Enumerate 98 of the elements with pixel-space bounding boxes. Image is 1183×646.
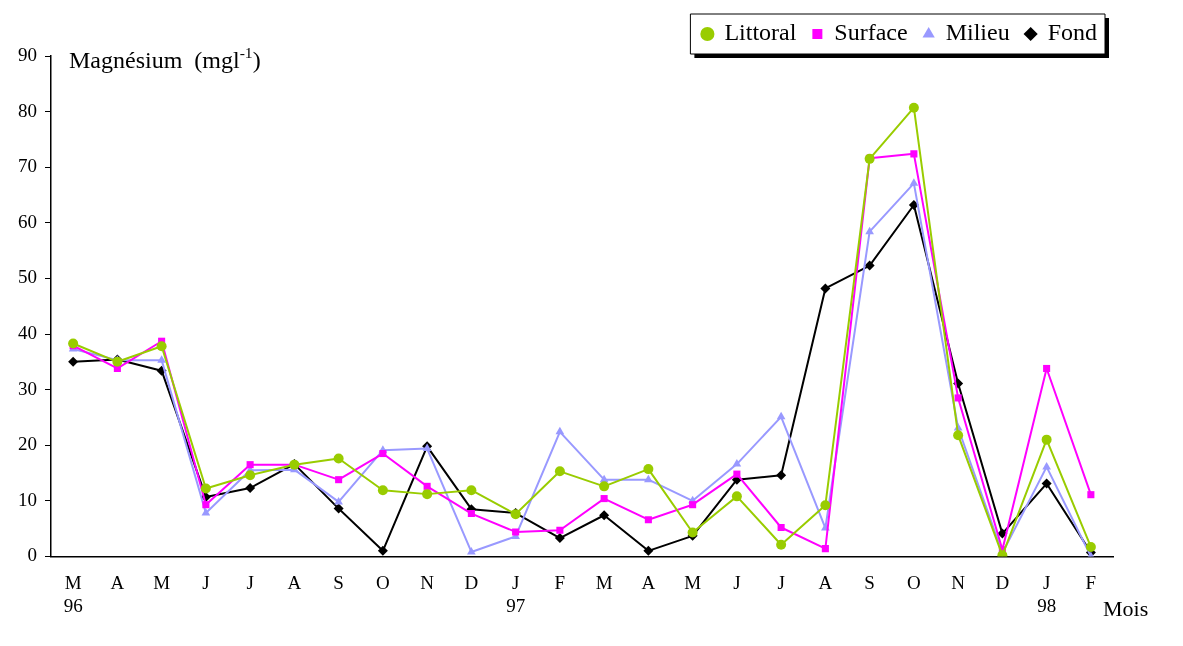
- point: [776, 470, 787, 481]
- x-tick-label: M 96: [63, 571, 83, 616]
- point: [820, 283, 831, 294]
- x-tick-label: S: [333, 571, 344, 593]
- x-tick-label: A: [110, 571, 125, 593]
- point: [776, 539, 787, 550]
- point: [599, 510, 610, 521]
- point: [157, 355, 166, 363]
- x-tick-label: D: [995, 571, 1010, 593]
- point: [1042, 461, 1051, 470]
- point: [554, 466, 565, 477]
- point: [732, 459, 742, 467]
- point: [864, 260, 875, 271]
- y-tick-label: 40: [18, 321, 37, 343]
- point: [554, 533, 565, 544]
- x-tick-label: D: [464, 571, 479, 593]
- point: [377, 485, 388, 496]
- point: [423, 482, 431, 490]
- point: [1085, 541, 1096, 552]
- point: [556, 526, 564, 534]
- point: [643, 464, 654, 475]
- point: [466, 485, 477, 496]
- x-tick-label: J: [246, 571, 254, 593]
- point: [333, 453, 344, 464]
- point: [467, 546, 476, 555]
- point: [644, 516, 652, 524]
- point: [379, 450, 387, 458]
- y-tick-label: 0: [27, 544, 37, 566]
- legend-label: Fond: [1047, 19, 1098, 46]
- x-tick-label: O: [907, 571, 921, 593]
- point: [200, 483, 211, 494]
- x-tick-label: A: [641, 571, 656, 593]
- point: [599, 481, 610, 492]
- y-tick-label: 60: [18, 210, 37, 232]
- y-tick-label: 70: [18, 155, 37, 177]
- point: [731, 491, 742, 502]
- x-tick-label: F: [1085, 571, 1097, 593]
- point: [820, 500, 831, 511]
- legend-label: Surface: [834, 19, 908, 46]
- point: [245, 483, 256, 494]
- point: [776, 411, 786, 420]
- x-tick-label: A: [287, 571, 302, 593]
- x-tick-label: N: [420, 571, 435, 593]
- x-tick-label: J 98: [1037, 571, 1057, 616]
- point: [1041, 434, 1052, 445]
- y-tick-label: 30: [18, 377, 37, 399]
- point: [643, 545, 654, 556]
- point: [953, 430, 964, 441]
- point: [1043, 364, 1051, 373]
- point: [644, 474, 653, 483]
- x-tick-label: F: [554, 571, 566, 593]
- x-tick-label: A: [818, 571, 833, 593]
- x-tick-label: M: [684, 571, 702, 593]
- x-tick-label: J: [777, 571, 785, 593]
- x-tick-label: M: [153, 571, 171, 593]
- y-tick-label: 50: [18, 266, 37, 288]
- point: [908, 200, 919, 211]
- point: [599, 474, 609, 483]
- point: [1041, 478, 1052, 489]
- point: [333, 503, 344, 514]
- point: [467, 510, 475, 518]
- point: [422, 489, 433, 500]
- y-tick-label: 90: [18, 43, 37, 65]
- point: [68, 338, 79, 349]
- point: [1087, 491, 1095, 499]
- y-tick-label: 20: [18, 433, 37, 455]
- x-tick-label: J 97: [506, 571, 526, 616]
- point: [865, 226, 874, 235]
- point: [377, 545, 388, 556]
- point: [909, 178, 919, 186]
- point: [202, 501, 210, 509]
- x-tick-label: N: [951, 571, 966, 593]
- point: [689, 501, 697, 509]
- legend-label: Littoral: [724, 19, 797, 46]
- x-tick-label: J: [733, 571, 741, 593]
- y-tick-label: 80: [18, 99, 37, 121]
- point: [68, 356, 79, 367]
- point: [821, 545, 829, 553]
- point: [156, 341, 167, 352]
- point: [954, 394, 962, 402]
- point: [335, 476, 343, 484]
- point: [777, 523, 785, 532]
- point: [201, 508, 211, 516]
- y-tick-label: 10: [18, 488, 37, 510]
- legend-label: Milieu: [945, 19, 1010, 46]
- x-tick-label: O: [376, 571, 390, 593]
- point: [910, 150, 918, 158]
- point: [908, 102, 919, 113]
- point: [334, 496, 343, 505]
- point: [245, 470, 256, 481]
- x-tick-label: J: [202, 571, 210, 593]
- point: [555, 426, 565, 435]
- point: [246, 461, 254, 469]
- x-tick-label: M: [595, 571, 613, 593]
- point: [733, 470, 741, 478]
- x-axis-title: Mois: [1103, 596, 1149, 622]
- x-tick-label: S: [864, 571, 875, 593]
- point: [600, 495, 608, 503]
